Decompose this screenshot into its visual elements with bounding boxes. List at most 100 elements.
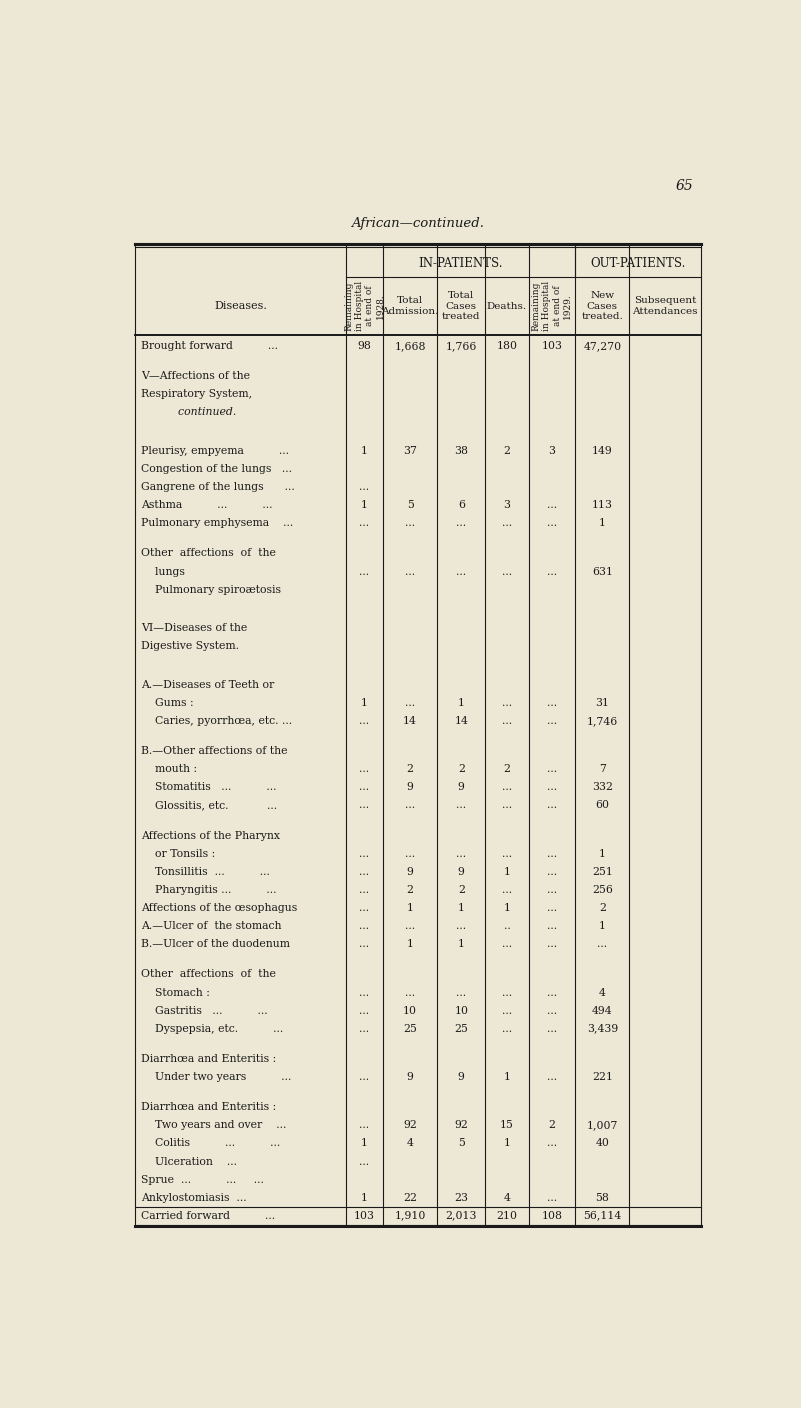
Text: ...: ...: [405, 987, 415, 997]
Text: ...: ...: [405, 566, 415, 576]
Text: 60: 60: [595, 801, 610, 811]
Text: ...: ...: [502, 1005, 512, 1015]
Text: ...: ...: [360, 903, 369, 912]
Text: Stomach :: Stomach :: [141, 987, 210, 997]
Text: 3: 3: [504, 500, 510, 510]
Text: ...: ...: [360, 783, 369, 793]
Text: continued.: continued.: [164, 407, 237, 417]
Text: ..: ..: [504, 921, 510, 931]
Text: 65: 65: [675, 179, 693, 193]
Text: 1: 1: [504, 1071, 510, 1081]
Text: 6: 6: [458, 500, 465, 510]
Text: ...: ...: [502, 939, 512, 949]
Text: ...: ...: [547, 939, 557, 949]
Text: 56,114: 56,114: [583, 1211, 622, 1221]
Text: Under two years          ...: Under two years ...: [141, 1071, 292, 1081]
Text: ...: ...: [360, 765, 369, 774]
Text: 1: 1: [599, 518, 606, 528]
Text: ...: ...: [405, 801, 415, 811]
Text: 7: 7: [599, 765, 606, 774]
Text: 4: 4: [504, 1193, 510, 1202]
Text: ...: ...: [502, 801, 512, 811]
Text: 4: 4: [407, 1139, 413, 1149]
Text: 1: 1: [361, 500, 368, 510]
Text: ...: ...: [405, 698, 415, 708]
Text: 2: 2: [458, 765, 465, 774]
Text: Tonsillitis  ...          ...: Tonsillitis ... ...: [141, 867, 270, 877]
Text: African—continued.: African—continued.: [352, 217, 485, 231]
Text: 9: 9: [458, 867, 465, 877]
Text: 14: 14: [403, 715, 417, 727]
Text: 37: 37: [403, 446, 417, 456]
Text: ...: ...: [457, 518, 466, 528]
Text: ...: ...: [360, 566, 369, 576]
Text: Pleurisy, empyema          ...: Pleurisy, empyema ...: [141, 446, 289, 456]
Text: ...: ...: [360, 849, 369, 859]
Text: Total
Cases
treated: Total Cases treated: [442, 291, 481, 321]
Text: ...: ...: [360, 939, 369, 949]
Text: 1: 1: [361, 698, 368, 708]
Text: ...: ...: [457, 849, 466, 859]
Text: Other  affections  of  the: Other affections of the: [141, 549, 276, 559]
Text: Other  affections  of  the: Other affections of the: [141, 970, 276, 980]
Text: Subsequent
Attendances: Subsequent Attendances: [632, 296, 698, 315]
Text: 40: 40: [595, 1139, 610, 1149]
Text: 98: 98: [357, 341, 372, 351]
Text: 2: 2: [549, 1121, 555, 1131]
Text: 1: 1: [361, 1193, 368, 1202]
Text: Two years and over    ...: Two years and over ...: [141, 1121, 287, 1131]
Text: 38: 38: [454, 446, 469, 456]
Text: 180: 180: [497, 341, 517, 351]
Text: Diarrhœa and Enteritis :: Diarrhœa and Enteritis :: [141, 1102, 276, 1112]
Text: Affections of the œsophagus: Affections of the œsophagus: [141, 903, 297, 912]
Text: ...: ...: [547, 987, 557, 997]
Text: ...: ...: [360, 1071, 369, 1081]
Text: 58: 58: [595, 1193, 610, 1202]
Text: ...: ...: [547, 1139, 557, 1149]
Text: ...: ...: [502, 987, 512, 997]
Text: 2: 2: [458, 886, 465, 895]
Text: ...: ...: [360, 1024, 369, 1033]
Text: B.—Other affections of the: B.—Other affections of the: [141, 746, 288, 756]
Text: 631: 631: [592, 566, 613, 576]
Text: OUT-PATIENTS.: OUT-PATIENTS.: [590, 258, 686, 270]
Text: ...: ...: [547, 715, 557, 727]
Text: 2: 2: [504, 446, 510, 456]
Text: ...: ...: [547, 886, 557, 895]
Text: 1,910: 1,910: [394, 1211, 426, 1221]
Text: 149: 149: [592, 446, 613, 456]
Text: 22: 22: [403, 1193, 417, 1202]
Text: 1: 1: [599, 921, 606, 931]
Text: 1: 1: [504, 1139, 510, 1149]
Text: ...: ...: [547, 903, 557, 912]
Text: ...: ...: [457, 566, 466, 576]
Text: 1: 1: [361, 446, 368, 456]
Text: Colitis          ...          ...: Colitis ... ...: [141, 1139, 280, 1149]
Text: VI—Diseases of the: VI—Diseases of the: [141, 624, 248, 634]
Text: ...: ...: [360, 1005, 369, 1015]
Text: ...: ...: [547, 566, 557, 576]
Text: ...: ...: [360, 921, 369, 931]
Text: Glossitis, etc.           ...: Glossitis, etc. ...: [141, 801, 277, 811]
Text: ...: ...: [405, 921, 415, 931]
Text: 1: 1: [407, 939, 413, 949]
Text: ...: ...: [502, 1024, 512, 1033]
Text: Gums :: Gums :: [141, 698, 194, 708]
Text: Respiratory System,: Respiratory System,: [141, 389, 252, 400]
Text: ...: ...: [547, 698, 557, 708]
Text: ...: ...: [547, 849, 557, 859]
Text: ...: ...: [547, 1071, 557, 1081]
Text: 25: 25: [403, 1024, 417, 1033]
Text: ...: ...: [547, 801, 557, 811]
Text: 108: 108: [541, 1211, 562, 1221]
Text: ...: ...: [547, 765, 557, 774]
Text: 2,013: 2,013: [445, 1211, 477, 1221]
Text: Ankylostomiasis  ...: Ankylostomiasis ...: [141, 1193, 247, 1202]
Text: lungs: lungs: [141, 566, 185, 576]
Text: Sprue  ...          ...     ...: Sprue ... ... ...: [141, 1174, 264, 1184]
Text: 9: 9: [458, 1071, 465, 1081]
Text: ...: ...: [405, 849, 415, 859]
Text: Pulmonary emphysema    ...: Pulmonary emphysema ...: [141, 518, 293, 528]
Text: 1,668: 1,668: [394, 341, 426, 351]
Text: 14: 14: [454, 715, 469, 727]
